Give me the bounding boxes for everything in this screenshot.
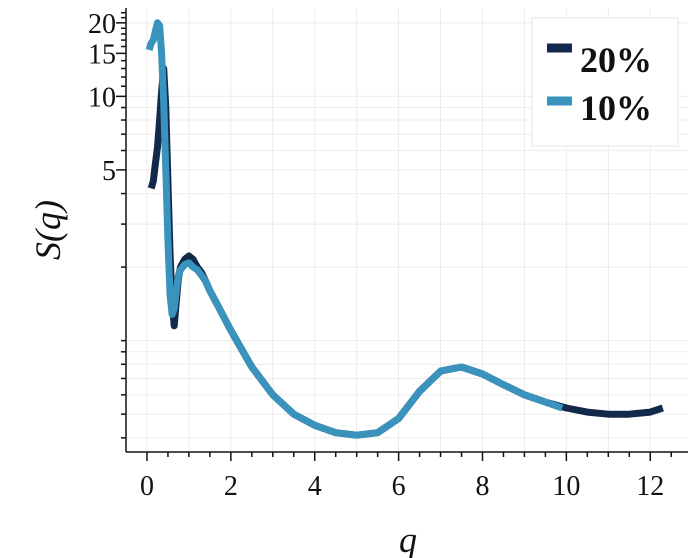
series-lines [145, 19, 664, 439]
y-tick-label: 5 [102, 156, 116, 187]
x-tick-label: 10 [552, 471, 580, 502]
x-tick-label: 4 [308, 471, 322, 502]
x-tick-label: 0 [140, 471, 154, 502]
series-line-10pct [145, 19, 564, 439]
y-tick-label: 15 [88, 39, 116, 70]
legend-label-20: 20% [580, 40, 652, 80]
x-tick-label: 12 [636, 471, 664, 502]
y-axis-title: S(q) [28, 200, 68, 260]
axes [116, 8, 688, 461]
x-tick-label: 8 [475, 471, 489, 502]
x-tick-label: 2 [224, 471, 238, 502]
y-tick-label: 20 [88, 9, 116, 40]
x-axis-title: q [399, 520, 417, 558]
legend-label-10: 10% [580, 88, 652, 128]
legend: 20% 10% [531, 17, 679, 147]
y-tick-label: 10 [88, 82, 116, 113]
legend-box [531, 17, 679, 147]
x-tick-label: 6 [392, 471, 406, 502]
